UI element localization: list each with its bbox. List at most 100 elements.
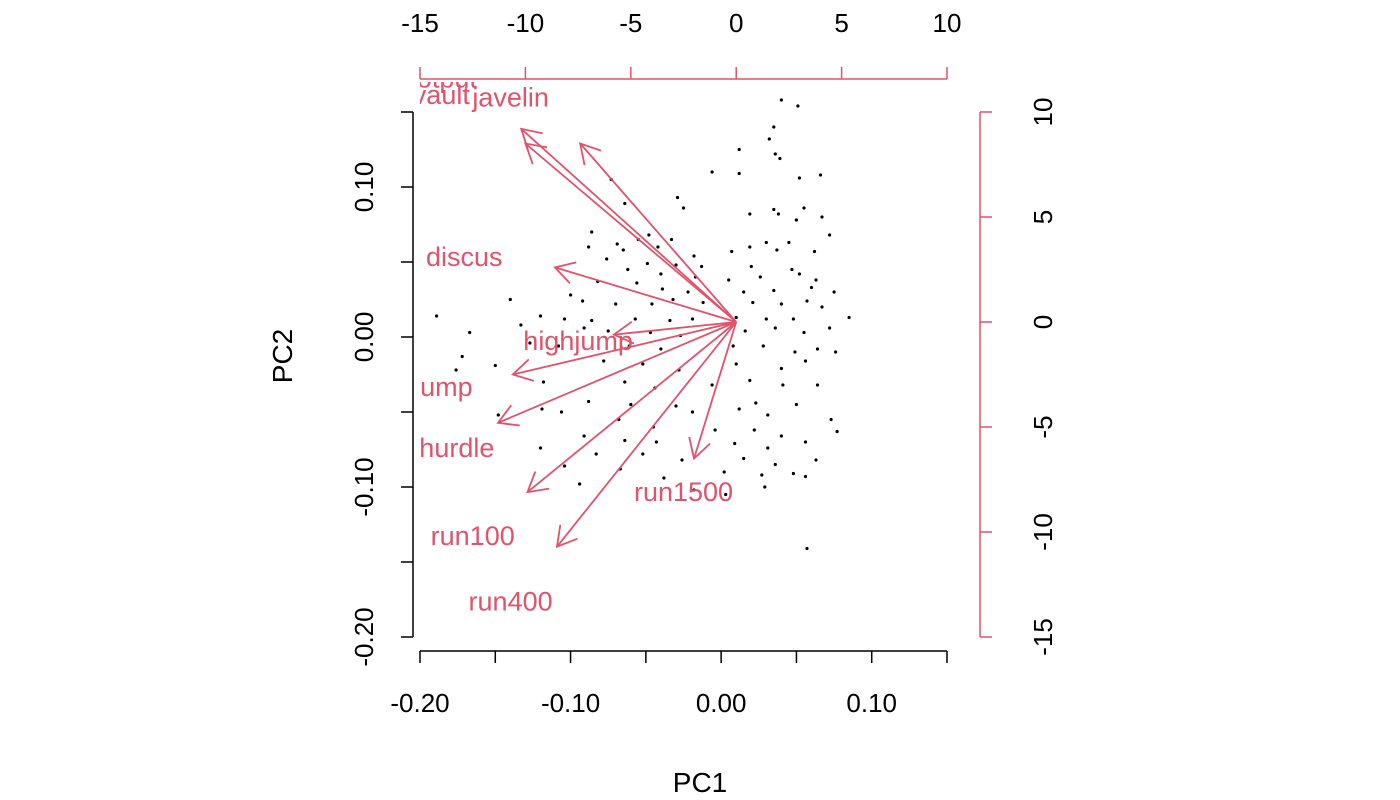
loading-arrow: [554, 266, 737, 323]
right-tick-label: -15: [1028, 618, 1058, 656]
score-point: [775, 248, 779, 252]
score-point: [659, 347, 663, 351]
loading-arrowhead: [511, 358, 535, 382]
score-point: [582, 434, 586, 438]
score-point: [538, 446, 543, 450]
score-point: [749, 264, 753, 269]
score-point: [832, 290, 836, 294]
score-point: [814, 458, 818, 462]
score-point: [752, 428, 756, 432]
primary-axes: -0.20 -0.10 0.00 0.10 -0.20 -0.10 0.00 0.10: [349, 111, 948, 718]
score-point: [727, 278, 731, 282]
score-point: [633, 317, 637, 321]
score-point: [754, 401, 758, 405]
score-point: [710, 170, 714, 174]
score-point: [773, 326, 777, 330]
score-point: [454, 368, 458, 372]
loading-label: highjump: [523, 326, 633, 356]
score-point: [797, 176, 802, 180]
score-point: [562, 464, 567, 468]
score-point: [468, 330, 472, 335]
score-point: [796, 104, 800, 108]
score-point: [805, 546, 809, 551]
loading-arrowhead: [524, 142, 548, 165]
score-point: [519, 323, 523, 327]
score-point: [659, 272, 663, 276]
score-point: [766, 446, 770, 450]
score-point: [730, 249, 734, 254]
score-point: [737, 147, 741, 152]
score-point: [791, 471, 796, 476]
score-point: [681, 206, 686, 210]
score-point: [742, 456, 746, 461]
y-tick-label: -0.10: [349, 457, 379, 516]
score-point: [578, 482, 582, 486]
top-tick-label: -15: [401, 8, 439, 38]
score-point: [435, 314, 439, 318]
score-point: [778, 156, 782, 161]
score-point: [802, 330, 806, 335]
score-point: [556, 344, 561, 348]
score-point: [766, 413, 770, 417]
top-tick-label: 5: [834, 8, 848, 38]
loading-arrow: [512, 321, 737, 376]
score-point: [828, 326, 832, 330]
loading-arrowhead: [496, 404, 520, 427]
score-point: [772, 207, 776, 212]
y-tick-label: 0.00: [349, 312, 379, 363]
score-point: [812, 249, 817, 254]
score-point: [660, 287, 665, 291]
loading-arrow: [520, 128, 737, 323]
score-point: [797, 272, 802, 276]
loading-label: run100: [431, 521, 515, 551]
score-point: [621, 248, 625, 252]
score-point: [662, 476, 666, 480]
score-point: [779, 302, 784, 306]
score-point: [623, 438, 627, 443]
score-point: [587, 245, 591, 249]
score-point: [690, 410, 695, 414]
score-point: [763, 485, 767, 489]
loading-arrow: [497, 321, 737, 424]
score-point: [647, 233, 651, 237]
score-point: [528, 341, 532, 345]
score-point: [731, 344, 735, 348]
score-point: [802, 206, 806, 210]
loading-arrows: [496, 127, 738, 549]
y-tick-label: -0.20: [349, 607, 379, 666]
loading-label: run110hurdle: [337, 433, 494, 463]
score-point: [828, 233, 832, 237]
score-point: [602, 359, 606, 363]
score-point: [587, 399, 591, 404]
score-point: [538, 314, 543, 318]
score-point: [760, 473, 764, 477]
score-point: [700, 264, 704, 269]
score-point: [541, 380, 546, 384]
score-point: [748, 378, 752, 383]
score-point: [614, 302, 618, 306]
right-tick-label: 0: [1028, 315, 1058, 329]
score-point: [582, 326, 586, 330]
score-point: [818, 173, 823, 177]
score-point: [803, 440, 808, 444]
score-point: [493, 363, 497, 368]
y-tick-label: 0.10: [349, 162, 379, 213]
score-point: [737, 407, 741, 411]
score-point: [680, 458, 684, 462]
score-point: [722, 470, 726, 474]
score-point: [767, 137, 771, 141]
score-point: [758, 275, 762, 279]
right-tick-label: 10: [1028, 98, 1058, 127]
score-point: [496, 413, 500, 417]
score-point: [656, 245, 660, 249]
loading-arrowhead: [553, 261, 577, 285]
score-point: [559, 410, 564, 414]
score-point: [835, 429, 839, 434]
x-tick-label: -0.10: [541, 688, 600, 718]
score-point: [773, 462, 777, 467]
score-point: [690, 317, 695, 321]
score-point: [781, 383, 785, 387]
score-point: [815, 383, 820, 387]
score-point: [508, 297, 512, 302]
